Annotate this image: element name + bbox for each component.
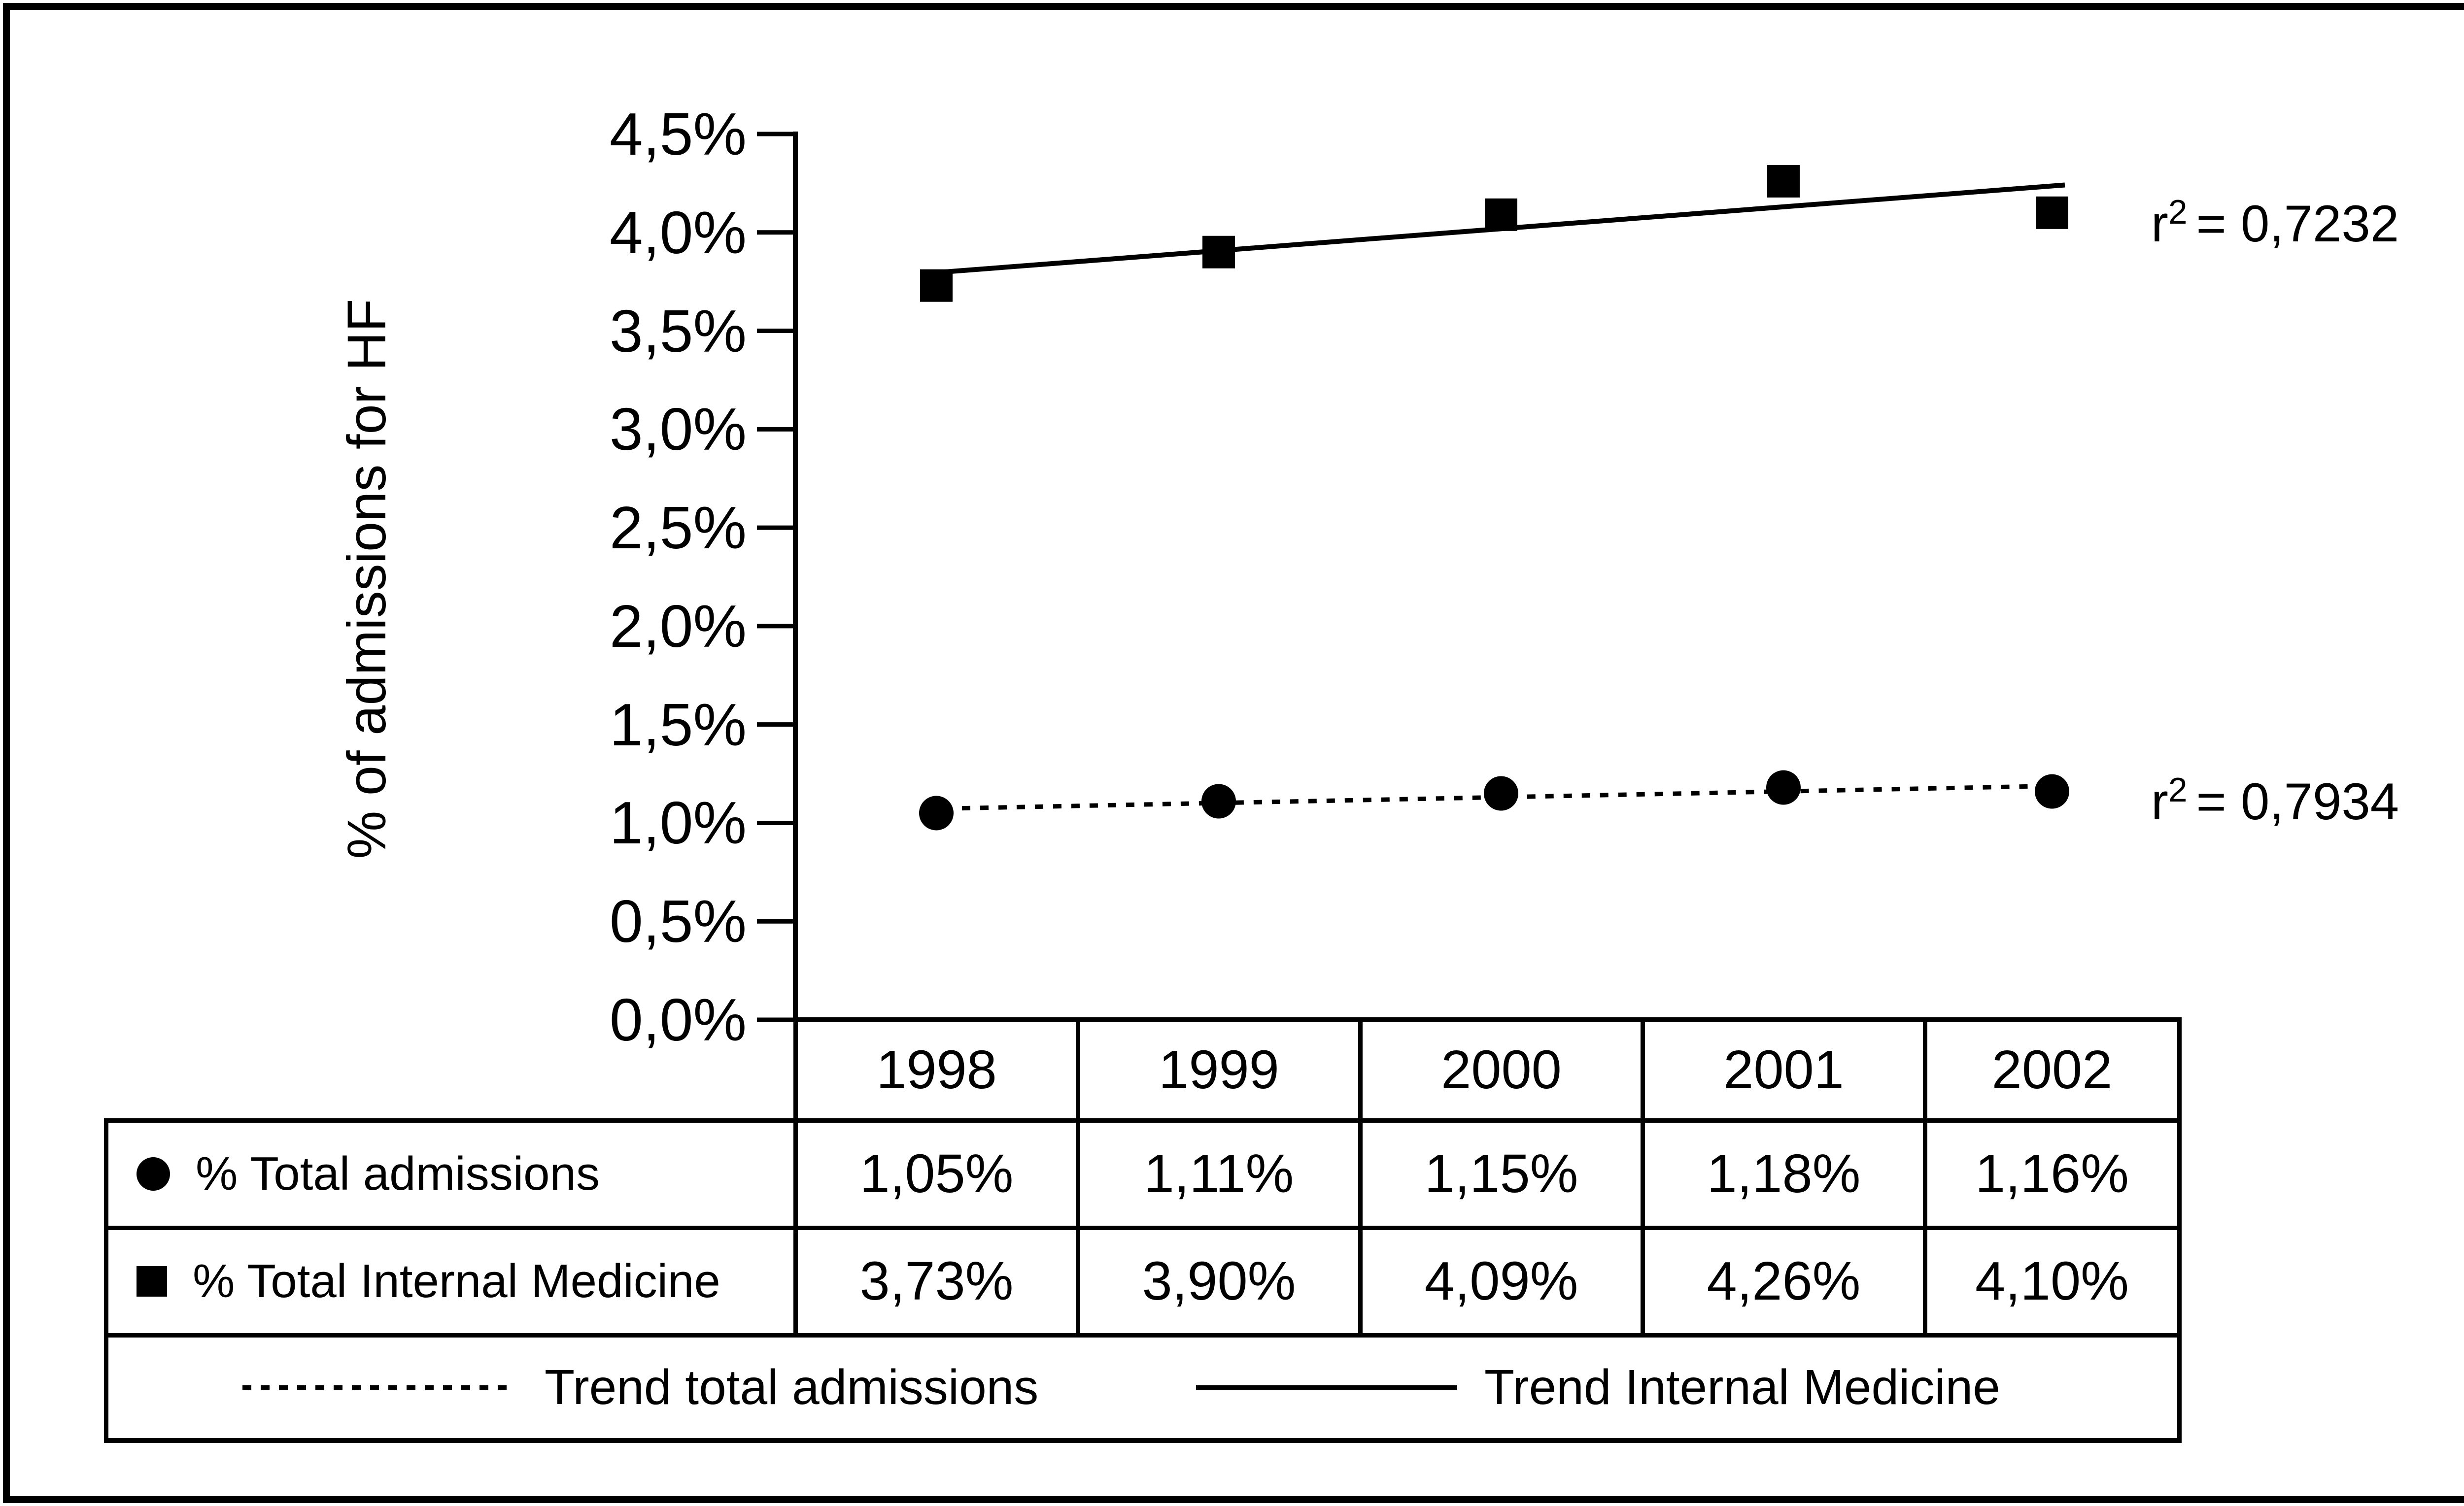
x-axis-line	[793, 1017, 2182, 1022]
y-axis-tick-label: 1,0%	[609, 789, 747, 857]
table-row-divider	[104, 1226, 2182, 1230]
r-squared-exponent: 2	[2168, 193, 2188, 231]
table-bottom-border	[104, 1438, 2182, 1443]
year-header-cell: 2000	[1441, 1039, 1562, 1100]
legend-solid-line-icon	[1196, 1385, 1457, 1390]
data-point-square	[1202, 235, 1235, 268]
y-axis-tick-label: 2,5%	[609, 494, 747, 562]
table-column-divider	[1641, 1017, 1645, 1338]
value-cell: 4,10%	[1975, 1251, 2129, 1311]
y-axis-tick-label: 4,5%	[609, 100, 747, 167]
legend-dashed-line-icon	[242, 1385, 511, 1390]
data-point-circle	[1484, 776, 1518, 811]
table-row-label-internal-medicine: % Total Internal Medicine	[106, 1228, 793, 1335]
table-row-divider	[104, 1333, 2182, 1338]
year-header-cell: 2002	[1991, 1039, 2113, 1100]
table-column-divider	[1076, 1017, 1080, 1338]
y-axis-tick-label: 0,0%	[609, 986, 747, 1053]
table-row-label-total-admissions: % Total admissions	[106, 1120, 793, 1228]
data-point-square	[2036, 196, 2068, 229]
table-right-border	[2177, 1017, 2182, 1443]
y-axis-tick-label: 1,5%	[609, 691, 747, 758]
r-squared-base: r	[2151, 195, 2168, 253]
value-cell: 3,73%	[859, 1251, 1014, 1311]
data-point-square	[1767, 165, 1800, 198]
table-column-divider	[1358, 1017, 1363, 1338]
value-cell: 1,05%	[859, 1143, 1014, 1204]
square-marker-icon	[137, 1266, 167, 1297]
r-squared-exponent: 2	[2168, 770, 2188, 809]
circle-marker-icon	[137, 1157, 170, 1191]
data-point-square	[1485, 198, 1517, 231]
value-cell: 1,18%	[1707, 1143, 1861, 1204]
series-name: % Total Internal Medicine	[193, 1255, 720, 1307]
series-name: % Total admissions	[196, 1147, 600, 1200]
value-cell: 1,11%	[1144, 1143, 1294, 1204]
y-axis-title: % of admissions for HF	[337, 299, 397, 859]
table-row-divider	[104, 1118, 2182, 1123]
y-axis-tick-label: 3,5%	[609, 297, 747, 365]
year-header-cell: 2001	[1723, 1039, 1844, 1100]
y-axis-tick-label: 3,0%	[609, 396, 747, 463]
year-header-cell: 1998	[876, 1039, 997, 1100]
r-squared-base: r	[2151, 773, 2168, 831]
y-axis-tick-label: 0,5%	[609, 888, 747, 955]
data-point-circle	[919, 796, 954, 831]
r-squared-annotation-internal-medicine: r2 = 0,7232	[2151, 175, 2399, 261]
table-column-divider	[793, 1017, 798, 1338]
table-left-border	[104, 1118, 108, 1443]
value-cell: 3,90%	[1142, 1251, 1296, 1311]
value-cell: 1,16%	[1975, 1143, 2129, 1204]
data-point-square	[920, 269, 953, 302]
data-point-circle	[1201, 784, 1236, 819]
legend-label-trend-internal-medicine: Trend Internal Medicine	[1484, 1360, 2000, 1415]
legend-label-trend-total-admissions: Trend total admissions	[545, 1360, 1039, 1415]
data-point-circle	[2035, 774, 2069, 809]
value-cell: 4,09%	[1424, 1251, 1578, 1311]
table-column-divider	[1923, 1017, 1927, 1338]
figure-border	[3, 3, 2464, 1503]
r-squared-annotation-total-admissions: r2 = 0,7934	[2151, 753, 2399, 839]
r-squared-value: = 0,7232	[2196, 195, 2399, 253]
value-cell: 4,26%	[1707, 1251, 1861, 1311]
y-axis-tick-label: 2,0%	[609, 592, 747, 660]
year-header-cell: 1999	[1159, 1039, 1279, 1100]
value-cell: 1,15%	[1424, 1143, 1578, 1204]
r-squared-value: = 0,7934	[2196, 773, 2399, 831]
data-point-circle	[1766, 770, 1801, 805]
y-axis-tick-label: 4,0%	[609, 199, 747, 266]
